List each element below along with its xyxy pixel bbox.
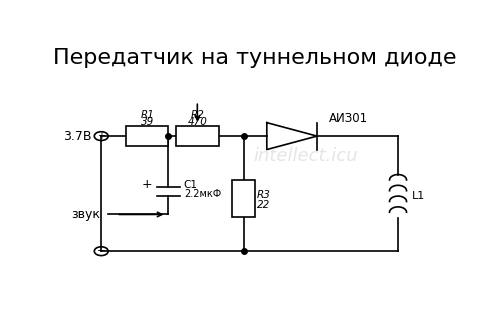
Text: 3.7В: 3.7В <box>63 130 91 142</box>
Text: 470: 470 <box>187 117 207 127</box>
Bar <box>232 180 255 217</box>
Text: −: − <box>97 246 106 256</box>
Text: C1: C1 <box>184 180 198 190</box>
Text: +: + <box>97 131 105 141</box>
Text: L1: L1 <box>412 191 426 201</box>
Text: R3: R3 <box>257 190 271 200</box>
Text: +: + <box>142 178 152 191</box>
Text: 39: 39 <box>140 117 154 127</box>
Text: R2: R2 <box>190 110 204 120</box>
Text: 22: 22 <box>257 200 270 210</box>
Text: intellect.icu: intellect.icu <box>253 147 358 165</box>
Text: Передатчик на туннельном диоде: Передатчик на туннельном диоде <box>53 48 457 68</box>
Text: 2.2мкФ: 2.2мкФ <box>184 189 221 199</box>
Bar <box>176 126 219 146</box>
Text: R1: R1 <box>140 110 154 120</box>
Text: АИЗ01: АИЗ01 <box>329 113 368 126</box>
Text: звук: звук <box>71 208 100 221</box>
Bar <box>126 126 168 146</box>
